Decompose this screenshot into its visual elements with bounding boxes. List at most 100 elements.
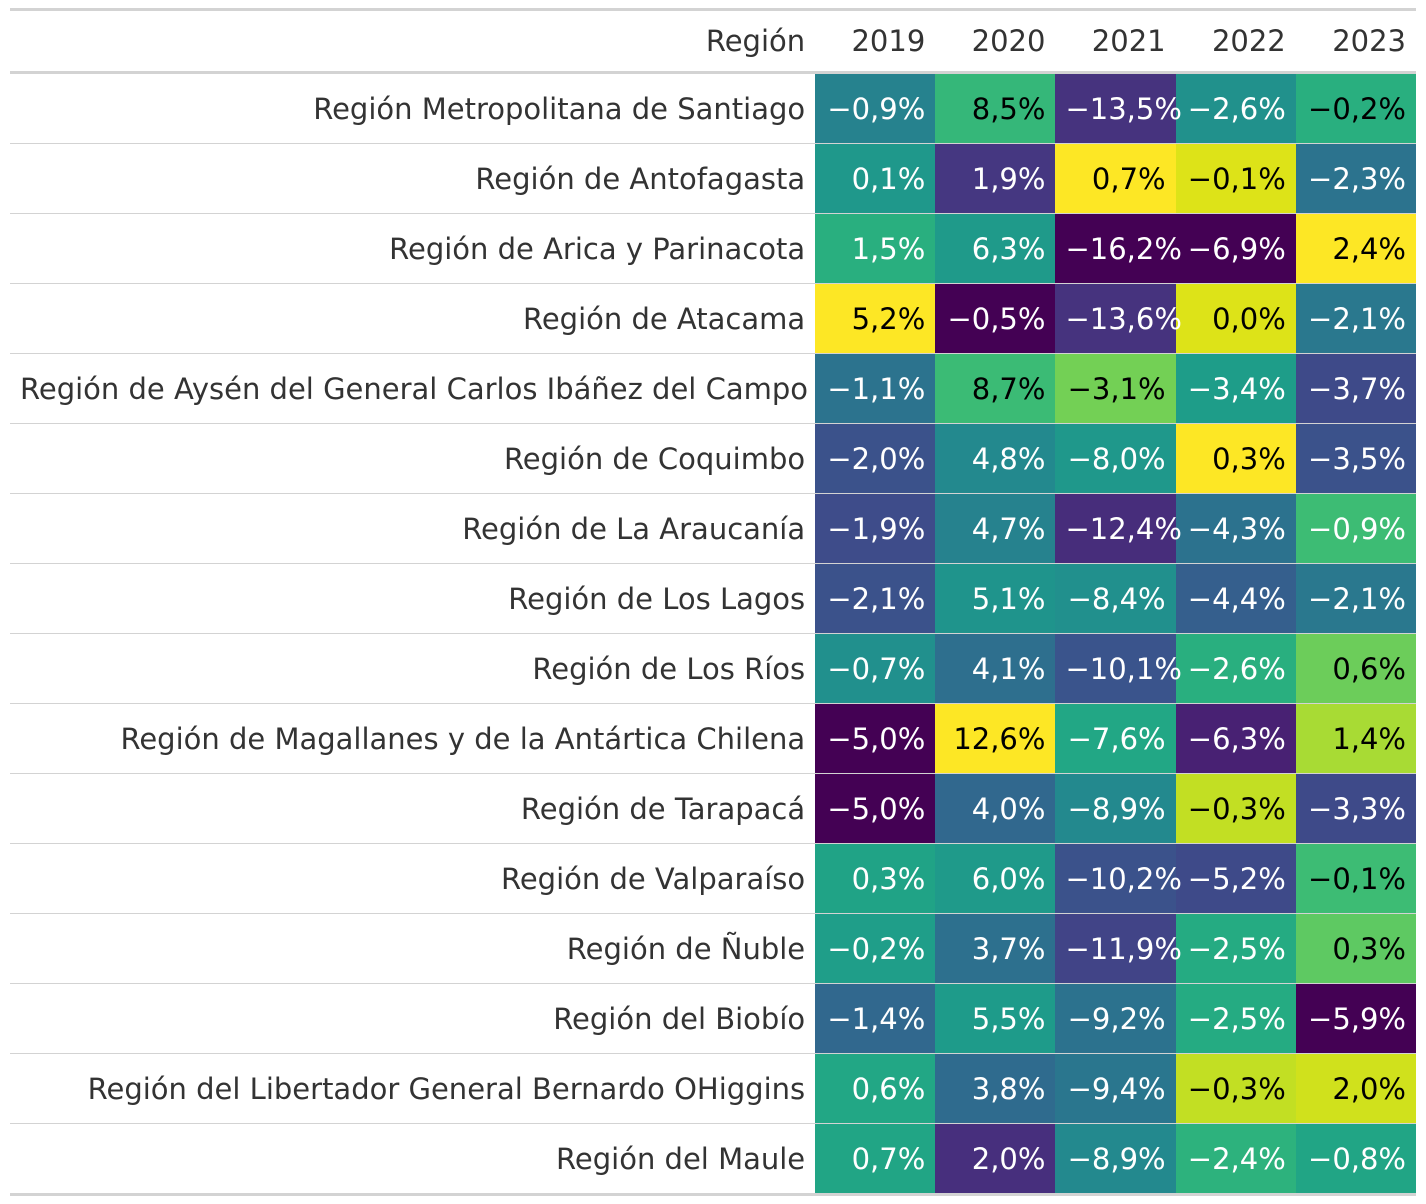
region-label: Región de Antofagasta — [475, 161, 806, 196]
region-label: Región de Los Ríos — [532, 651, 806, 686]
heatmap-cell: 8,7% — [935, 353, 1056, 424]
heatmap-cell: −0,9% — [815, 72, 936, 144]
heatmap-cell: −2,1% — [815, 563, 936, 634]
heatmap-cell: 1,9% — [935, 143, 1056, 214]
column-header-region: Región — [705, 24, 806, 58]
heatmap-cell: 6,3% — [935, 213, 1056, 284]
heatmap-cell: 5,5% — [935, 983, 1056, 1054]
heatmap-cell: 5,1% — [935, 563, 1056, 634]
heatmap-cell: −2,3% — [1295, 143, 1416, 214]
heatmap-cell: −3,7% — [1295, 353, 1416, 424]
column-header-year: 2019 — [851, 24, 926, 58]
heatmap-cell: 0,6% — [1295, 633, 1416, 704]
heatmap-cell: −9,4% — [1055, 1053, 1176, 1124]
table-row: Región de Coquimbo −2,0% 4,8% −8,0% 0,3% −3,5… — [10, 423, 1416, 494]
table-row: Región de Los Lagos −2,1% 5,1% −8,4% −4,4% −2… — [10, 563, 1416, 634]
heatmap-cell: 0,7% — [1055, 143, 1176, 214]
heatmap-cell: −4,3% — [1175, 493, 1296, 564]
region-label: Región de Los Lagos — [508, 581, 806, 616]
table-row: Región del Biobío −1,4% 5,5% −9,2% −2,5% −5,9… — [10, 983, 1416, 1054]
heatmap-cell: −2,1% — [1295, 283, 1416, 354]
heatmap-cell: 3,8% — [935, 1053, 1056, 1124]
column-header-year: 2023 — [1332, 24, 1406, 58]
heatmap-cell: −7,6% — [1055, 703, 1176, 774]
column-header-year: 2021 — [1091, 24, 1166, 58]
heatmap-cell: −0,2% — [815, 913, 936, 984]
column-header-year: 2020 — [971, 24, 1046, 58]
heatmap-table-container: Región 2019 2020 2021 2022 2023 Región M… — [10, 8, 1416, 1196]
heatmap-cell: 1,4% — [1295, 703, 1416, 774]
table-row: Región de Magallanes y de la Antártica C… — [10, 703, 1416, 774]
heatmap-cell: −5,0% — [815, 703, 936, 774]
heatmap-cell: 0,7% — [815, 1123, 936, 1195]
heatmap-cell: 8,5% — [935, 72, 1056, 144]
heatmap-cell: −6,9% — [1175, 213, 1296, 284]
heatmap-cell: −2,4% — [1175, 1123, 1296, 1195]
heatmap-cell: 4,7% — [935, 493, 1056, 564]
heatmap-cell: −8,9% — [1055, 773, 1176, 844]
heatmap-cell: −10,1% — [1055, 633, 1182, 704]
table-row: Región Metropolitana de Santiago −0,9% 8,5… — [10, 72, 1416, 144]
table-row: Región del Libertador General Bernardo O… — [10, 1053, 1416, 1124]
heatmap-cell: −3,4% — [1175, 353, 1296, 424]
region-label: Región de Aysén del General Carlos Ibáñe… — [20, 371, 808, 406]
table-row: Región de La Araucanía −1,9% 4,7% −12,4% −4,… — [10, 493, 1416, 564]
heatmap-cell: −0,1% — [1175, 143, 1296, 214]
region-label: Región de Arica y Parinacota — [389, 231, 806, 266]
heatmap-cell: −1,4% — [815, 983, 936, 1054]
heatmap-cell: −2,5% — [1175, 913, 1296, 984]
region-label: Región del Libertador General Bernardo O… — [87, 1071, 806, 1106]
heatmap-cell: 5,2% — [815, 283, 936, 354]
heatmap-cell: −8,9% — [1055, 1123, 1176, 1195]
table-row: Región de Aysén del General Carlos Ibáñe… — [10, 353, 1416, 424]
heatmap-cell: −5,0% — [815, 773, 936, 844]
region-label: Región de Valparaíso — [500, 861, 806, 896]
heatmap-cell: −0,5% — [935, 283, 1056, 354]
heatmap-cell: −13,6% — [1055, 283, 1182, 354]
heatmap-cell: 0,3% — [1295, 913, 1416, 984]
region-label: Región de Coquimbo — [503, 441, 806, 476]
heatmap-cell: −11,9% — [1055, 913, 1182, 984]
heatmap-cell: 2,4% — [1295, 213, 1416, 284]
heatmap-cell: −3,1% — [1055, 353, 1176, 424]
heatmap-cell: 2,0% — [1295, 1053, 1416, 1124]
heatmap-cell: −5,2% — [1175, 843, 1296, 914]
heatmap-cell: −8,4% — [1055, 563, 1176, 634]
heatmap-cell: −13,5% — [1055, 72, 1182, 144]
heatmap-table: Región 2019 2020 2021 2022 2023 Región M… — [10, 8, 1416, 1196]
region-label: Región de Atacama — [522, 301, 806, 336]
table-row: Región de Atacama 5,2% −0,5% −13,6% 0,0% −2,1… — [10, 283, 1416, 354]
heatmap-cell: 0,0% — [1175, 283, 1296, 354]
heatmap-cell: −16,2% — [1055, 213, 1182, 284]
table-row: Región de Tarapacá −5,0% 4,0% −8,9% −0,3% −3,… — [10, 773, 1416, 844]
heatmap-cell: 0,1% — [815, 143, 936, 214]
heatmap-cell: 2,0% — [935, 1123, 1056, 1195]
heatmap-cell: −3,3% — [1295, 773, 1416, 844]
heatmap-cell: 0,3% — [815, 843, 936, 914]
heatmap-cell: −0,8% — [1295, 1123, 1416, 1195]
heatmap-cell: −4,4% — [1175, 563, 1296, 634]
heatmap-cell: −3,5% — [1295, 423, 1416, 494]
region-label: Región de Tarapacá — [520, 791, 806, 826]
heatmap-cell: −0,9% — [1295, 493, 1416, 564]
heatmap-cell: −0,1% — [1295, 843, 1416, 914]
heatmap-cell: −2,1% — [1295, 563, 1416, 634]
heatmap-cell: 0,3% — [1175, 423, 1296, 494]
table-row: Región de Arica y Parinacota 1,5% 6,3% −16,… — [10, 213, 1416, 284]
heatmap-cell: −9,2% — [1055, 983, 1176, 1054]
heatmap-cell: −5,9% — [1295, 983, 1416, 1054]
table-row: Región de Ñuble −0,2% 3,7% −11,9% −2,5% 0,3% — [10, 913, 1416, 984]
region-label: Región de Magallanes y de la Antártica C… — [120, 721, 806, 756]
heatmap-cell: −0,3% — [1175, 1053, 1296, 1124]
heatmap-cell: −10,2% — [1055, 843, 1182, 914]
heatmap-cell: −0,3% — [1175, 773, 1296, 844]
heatmap-cell: 4,0% — [935, 773, 1056, 844]
heatmap-cell: 4,8% — [935, 423, 1056, 494]
heatmap-cell: −0,7% — [815, 633, 936, 704]
heatmap-cell: 4,1% — [935, 633, 1056, 704]
heatmap-cell: −8,0% — [1055, 423, 1176, 494]
region-label: Región Metropolitana de Santiago — [313, 91, 806, 126]
heatmap-cell: −6,3% — [1175, 703, 1296, 774]
region-label: Región del Maule — [556, 1141, 806, 1176]
column-header-year: 2022 — [1211, 24, 1286, 58]
